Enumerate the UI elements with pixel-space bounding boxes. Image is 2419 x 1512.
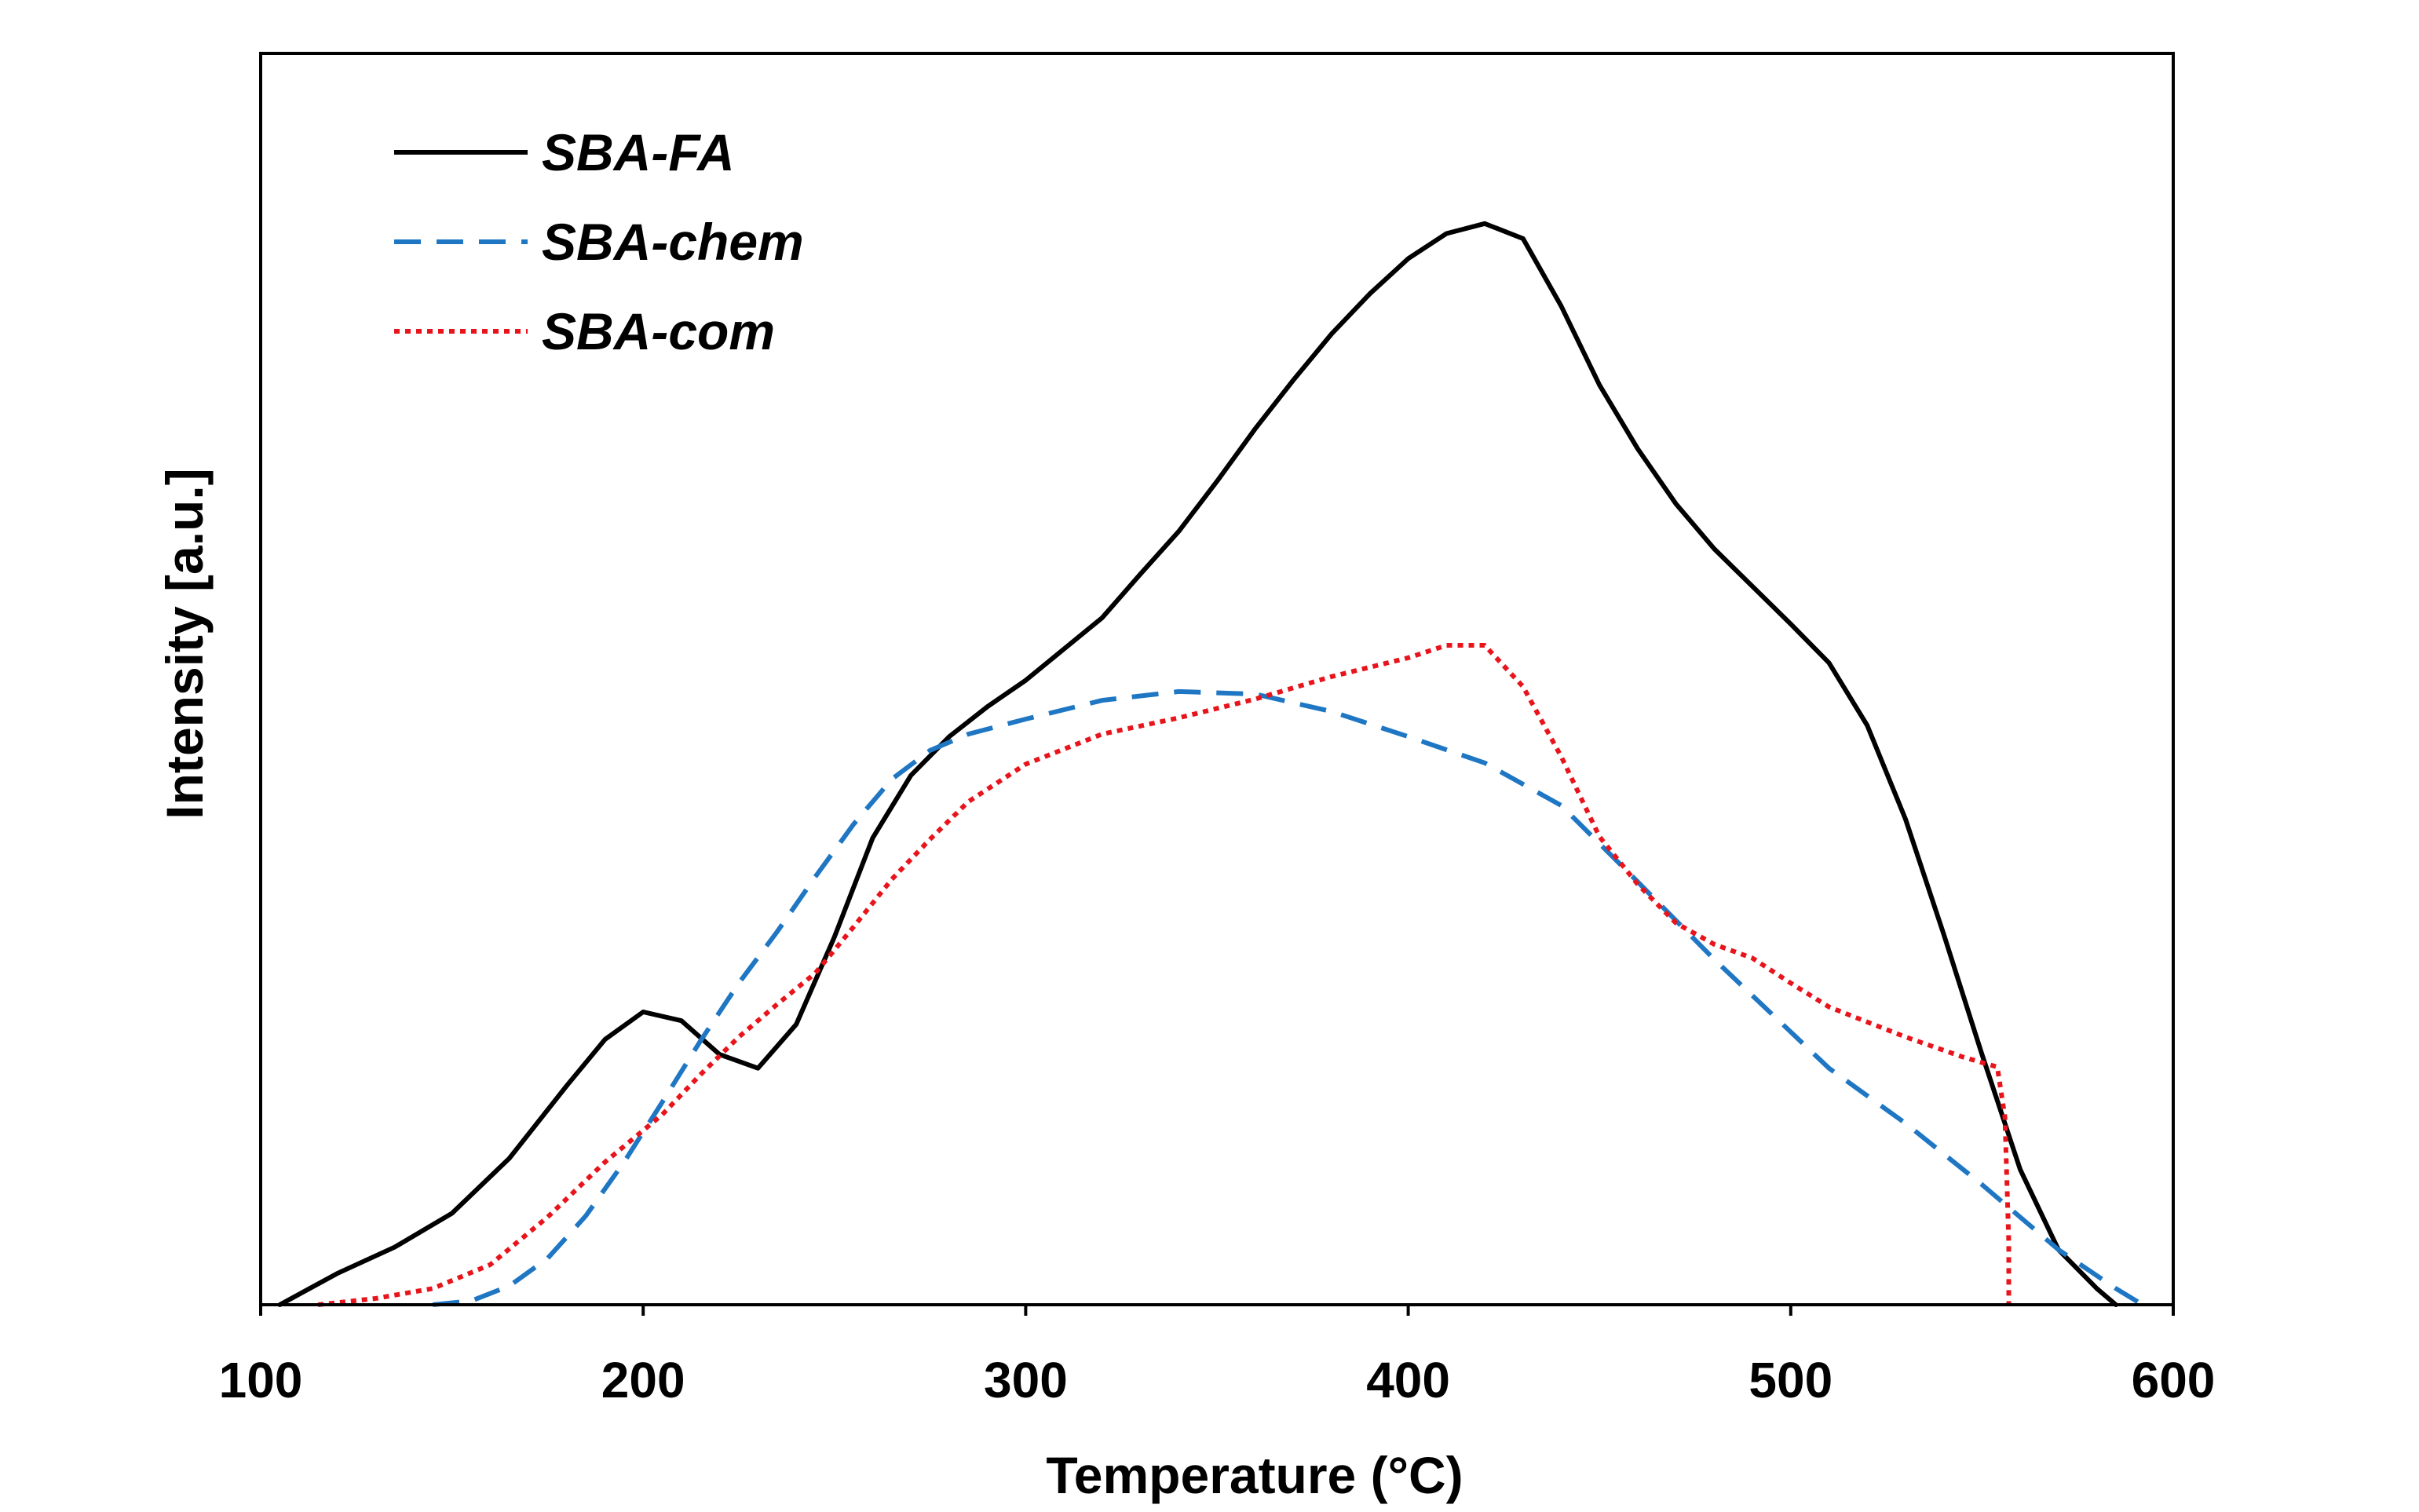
x-tick-label-300: 300 [984, 1352, 1068, 1408]
legend-label-sba-chem: SBA-chem [542, 213, 804, 271]
x-tick-label-600: 600 [2132, 1352, 2216, 1408]
x-tick-label-400: 400 [1366, 1352, 1450, 1408]
y-axis-title: Intensity [a.u.] [155, 468, 214, 819]
legend-label-sba-com: SBA-com [542, 302, 775, 360]
x-tick-label-100: 100 [219, 1352, 303, 1408]
plot-frame [259, 52, 2175, 1306]
series-line-sba-chem [432, 688, 2144, 1307]
legend: SBA-FA SBA-chem SBA-com [394, 123, 804, 360]
legend-label-sba-fa: SBA-FA [542, 123, 735, 181]
series-layer [277, 221, 2144, 1307]
series-line-sba-fa [277, 221, 2118, 1307]
x-axis-title: Temperature (°C) [1046, 1446, 1463, 1504]
x-axis: 100 200 300 400 500 600 [219, 1305, 2216, 1408]
series-line-sba-com [317, 643, 2012, 1307]
x-tick-label-200: 200 [601, 1352, 685, 1408]
x-tick-label-500: 500 [1748, 1352, 1833, 1408]
